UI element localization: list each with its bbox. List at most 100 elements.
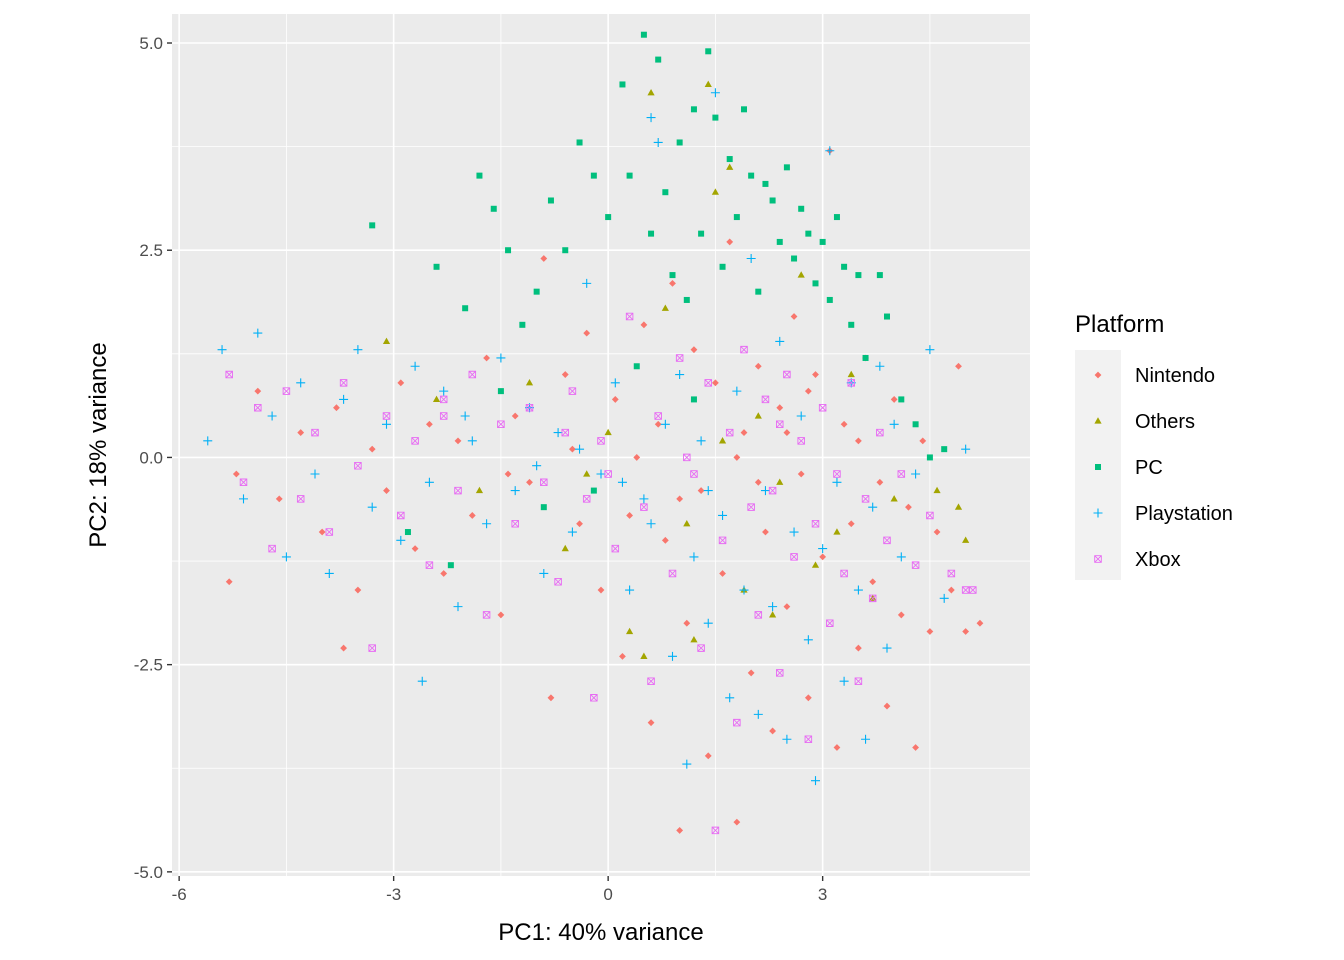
- point-nintendo: [454, 437, 462, 445]
- point-xbox: [268, 544, 276, 553]
- point-nintendo: [933, 528, 941, 536]
- point-pc: [640, 31, 647, 38]
- point-playstation: [610, 378, 620, 388]
- point-playstation: [660, 419, 670, 429]
- point-xbox: [611, 544, 620, 553]
- point-nintendo: [855, 437, 862, 445]
- y-axis-title: PC2: 18% variance: [85, 342, 112, 547]
- point-nintendo: [869, 578, 877, 586]
- point-pc: [826, 296, 833, 303]
- point-playstation: [353, 345, 363, 355]
- point-playstation: [296, 378, 306, 388]
- point-xbox: [697, 644, 705, 652]
- point-pc: [590, 172, 597, 179]
- point-xbox: [883, 536, 891, 545]
- point-playstation: [939, 593, 949, 603]
- point-playstation: [582, 278, 592, 288]
- point-pc: [369, 222, 376, 229]
- point-pc: [791, 255, 798, 262]
- point-pc: [655, 56, 662, 63]
- point-nintendo: [411, 545, 419, 553]
- point-nintendo: [676, 495, 684, 503]
- point-nintendo: [561, 371, 569, 378]
- point-nintendo: [368, 445, 376, 453]
- point-playstation: [710, 88, 720, 98]
- series-xbox: [225, 312, 977, 835]
- point-playstation: [281, 552, 291, 562]
- point-nintendo: [583, 329, 591, 337]
- point-xbox: [411, 437, 419, 445]
- point-xbox: [497, 420, 505, 429]
- point-playstation: [510, 486, 520, 496]
- point-pc: [433, 263, 440, 270]
- point-nintendo: [747, 669, 755, 677]
- point-xbox: [339, 379, 348, 387]
- point-nintendo: [676, 827, 684, 834]
- point-pc: [683, 296, 690, 303]
- point-nintendo: [275, 495, 283, 503]
- point-playstation: [203, 436, 213, 446]
- legend-label-others: Others: [1135, 411, 1195, 433]
- point-pc: [662, 189, 669, 196]
- point-nintendo: [740, 429, 748, 436]
- series-nintendo: [225, 147, 984, 834]
- point-pc: [690, 106, 697, 113]
- point-nintendo: [654, 420, 662, 428]
- point-xbox: [397, 511, 405, 520]
- point-nintendo: [947, 586, 955, 594]
- x-tick-label: -3: [386, 885, 401, 904]
- point-xbox: [740, 345, 748, 354]
- point-others: [525, 379, 534, 386]
- point-xbox: [654, 412, 662, 420]
- point-playstation: [882, 643, 892, 653]
- point-nintendo: [697, 487, 705, 494]
- point-playstation: [460, 411, 470, 421]
- point-others: [432, 395, 441, 403]
- point-nintendo: [640, 321, 648, 329]
- point-nintendo: [804, 694, 812, 702]
- point-playstation: [803, 635, 813, 645]
- legend: Platform Nintendo Others PC Playstation Xbox: [1075, 311, 1233, 580]
- point-xbox: [439, 412, 448, 420]
- point-playstation: [553, 428, 563, 438]
- point-others: [382, 337, 391, 344]
- axes: -6 -3 0 3 -5.0 -2.5 0.0 2.5 5.0: [134, 34, 828, 904]
- point-playstation: [253, 328, 263, 338]
- point-nintendo: [497, 611, 505, 619]
- point-nintendo: [333, 404, 340, 412]
- point-xbox: [854, 677, 863, 685]
- point-pc: [898, 396, 905, 403]
- point-playstation: [739, 585, 749, 595]
- y-tick-label: 5.0: [139, 34, 163, 53]
- point-xbox: [761, 395, 770, 404]
- point-others: [754, 412, 762, 419]
- point-xbox: [511, 519, 519, 528]
- point-xbox: [554, 578, 562, 586]
- legend-key-xbox: [1094, 555, 1102, 563]
- point-nintendo: [962, 628, 970, 635]
- point-pc: [462, 305, 469, 312]
- point-xbox: [225, 370, 233, 379]
- point-xbox: [847, 379, 855, 387]
- point-pc: [619, 81, 626, 88]
- point-nintendo: [511, 412, 519, 420]
- point-xbox: [826, 619, 834, 627]
- point-playstation: [646, 519, 656, 529]
- point-xbox: [776, 420, 784, 429]
- point-xbox: [704, 379, 712, 387]
- point-nintendo: [611, 396, 619, 403]
- point-pc: [447, 562, 454, 569]
- point-nintendo: [619, 652, 626, 660]
- point-pc: [833, 214, 840, 221]
- point-pc: [884, 313, 890, 320]
- legend-label-pc: PC: [1135, 457, 1163, 479]
- point-pc: [926, 454, 933, 461]
- point-playstation: [896, 552, 906, 562]
- point-playstation: [396, 535, 406, 545]
- point-pc: [762, 180, 769, 187]
- point-nintendo: [254, 387, 262, 395]
- point-playstation: [732, 386, 742, 396]
- point-xbox: [718, 536, 727, 545]
- point-nintendo: [569, 445, 576, 453]
- point-pc: [805, 230, 812, 237]
